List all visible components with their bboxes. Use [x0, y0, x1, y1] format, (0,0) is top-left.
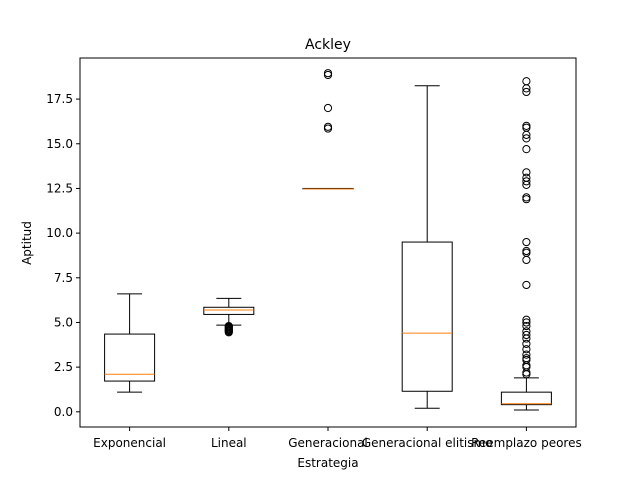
- outlier-point: [323, 69, 333, 78]
- x-tick-label: Generacional: [288, 436, 368, 450]
- x-tick-label: Generacional elitismo: [362, 436, 493, 450]
- outlier-point: [522, 315, 531, 324]
- outlier-point: [522, 354, 531, 363]
- outlier-point: [323, 103, 333, 113]
- x-tick-label: Reemplazo peores: [471, 436, 582, 450]
- x-tick-label: Exponencial: [93, 436, 166, 450]
- outlier-point: [522, 237, 531, 247]
- outlier-point: [522, 321, 531, 331]
- x-axis-label: Estrategia: [297, 456, 358, 470]
- outlier-point: [522, 77, 531, 86]
- outlier-point: [522, 345, 531, 354]
- y-tick-label: 12.5: [46, 181, 73, 195]
- axes-frame: [79, 57, 577, 428]
- outlier-point: [224, 321, 233, 331]
- y-tick-label: 2.5: [54, 360, 73, 374]
- box-iqr: [203, 306, 255, 315]
- y-tick-label: 7.5: [54, 271, 73, 285]
- outlier-point: [522, 193, 531, 202]
- outlier-point: [522, 177, 531, 186]
- y-tick-label: 15.0: [46, 137, 73, 151]
- outlier-point: [522, 350, 531, 359]
- y-axis-label: Aptitud: [20, 221, 34, 265]
- outlier-point: [522, 87, 531, 97]
- y-tick-label: 10.0: [46, 226, 73, 240]
- outlier-point: [522, 339, 531, 349]
- outlier-point: [522, 327, 531, 336]
- box-iqr: [500, 391, 552, 406]
- box-iqr: [104, 333, 156, 382]
- y-tick-label: 17.5: [46, 92, 73, 106]
- outlier-point: [522, 134, 531, 143]
- box-iqr: [401, 241, 453, 392]
- plot-area: 0.0 2.5 5.0 7.5 10.0 12.5 15.0 17.5 Exponencial L…: [46, 57, 582, 450]
- outlier-point: [522, 280, 531, 290]
- y-tick-label: 0.0: [54, 405, 73, 419]
- outlier-point: [522, 246, 531, 256]
- outlier-point: [522, 330, 531, 340]
- outlier-point: [522, 173, 531, 182]
- outlier-point: [522, 168, 531, 177]
- chart-title: Ackley: [305, 37, 351, 53]
- outlier-point: [522, 145, 531, 154]
- y-tick-label: 5.0: [54, 315, 73, 329]
- outlier-point: [323, 122, 333, 131]
- outlier-point: [522, 121, 531, 131]
- outlier-point: [522, 318, 531, 327]
- x-tick-label: Lineal: [211, 436, 247, 450]
